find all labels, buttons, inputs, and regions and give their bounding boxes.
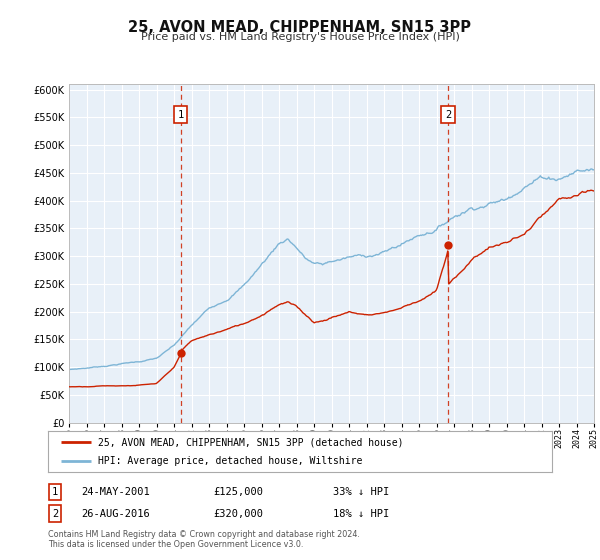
Text: £320,000: £320,000 [213,508,263,519]
Text: This data is licensed under the Open Government Licence v3.0.: This data is licensed under the Open Gov… [48,540,304,549]
Text: 25, AVON MEAD, CHIPPENHAM, SN15 3PP (detached house): 25, AVON MEAD, CHIPPENHAM, SN15 3PP (det… [98,437,404,447]
Text: 26-AUG-2016: 26-AUG-2016 [81,508,150,519]
Text: HPI: Average price, detached house, Wiltshire: HPI: Average price, detached house, Wilt… [98,456,363,465]
Text: 25, AVON MEAD, CHIPPENHAM, SN15 3PP: 25, AVON MEAD, CHIPPENHAM, SN15 3PP [128,20,472,35]
Text: 1: 1 [178,110,184,119]
Text: 24-MAY-2001: 24-MAY-2001 [81,487,150,497]
Text: Price paid vs. HM Land Registry's House Price Index (HPI): Price paid vs. HM Land Registry's House … [140,32,460,43]
Text: 33% ↓ HPI: 33% ↓ HPI [333,487,389,497]
Text: Contains HM Land Registry data © Crown copyright and database right 2024.: Contains HM Land Registry data © Crown c… [48,530,360,539]
Text: £125,000: £125,000 [213,487,263,497]
Text: 2: 2 [52,508,58,519]
Text: 18% ↓ HPI: 18% ↓ HPI [333,508,389,519]
Text: 2: 2 [445,110,451,119]
Text: 1: 1 [52,487,58,497]
